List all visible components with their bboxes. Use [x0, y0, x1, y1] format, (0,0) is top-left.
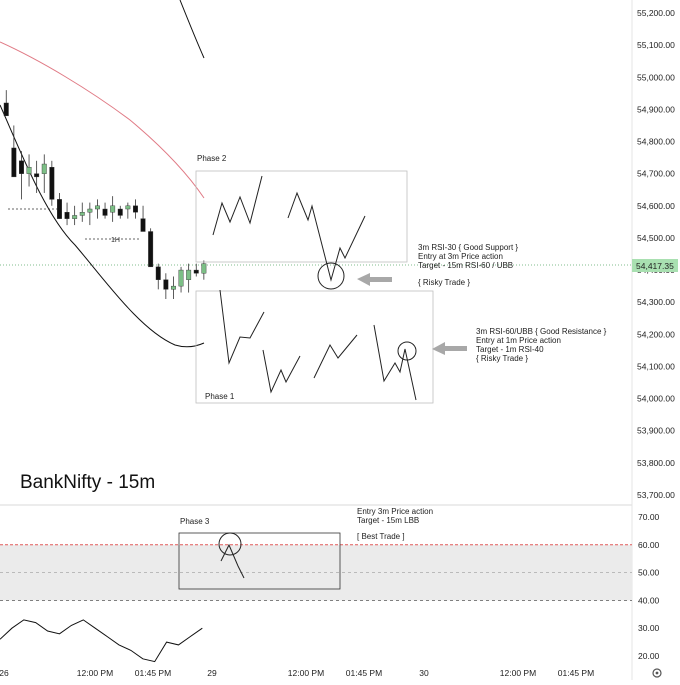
rsi-tick-label: 70.00 — [638, 512, 660, 522]
rsi-tick-label: 30.00 — [638, 623, 660, 633]
phase1-label: Phase 1 — [205, 392, 235, 401]
candle-body — [117, 208, 123, 216]
phase3-path — [220, 543, 245, 579]
price-tick-label: 55,200.00 — [637, 8, 675, 18]
price-tick-label: 54,100.00 — [637, 361, 675, 371]
arrow-left-1 — [357, 273, 392, 286]
candle-body — [64, 212, 70, 219]
rsi-line — [0, 619, 203, 663]
note2-line2: Entry at 1m Price action — [476, 336, 561, 345]
price-tick-label: 53,800.00 — [637, 458, 675, 468]
candle-body — [186, 269, 192, 280]
time-tick-label: 30 — [419, 668, 429, 678]
price-tick-label: 53,900.00 — [637, 426, 675, 436]
time-tick-label: 26 — [0, 668, 9, 678]
note2-line4: { Risky Trade } — [476, 354, 528, 363]
note3-line2: Target - 15m LBB — [357, 516, 419, 525]
rsi-tick-label: 60.00 — [638, 540, 660, 550]
candle-body — [193, 269, 199, 274]
time-tick-label: 12:00 PM — [77, 668, 113, 678]
rsi-tick-label: 50.00 — [638, 568, 660, 578]
candle-body — [41, 163, 47, 174]
candle-body — [102, 208, 108, 216]
time-tick-label: 01:45 PM — [135, 668, 171, 678]
candle-body — [3, 102, 9, 117]
phase1-zigzag-2 — [262, 349, 301, 394]
time-tick-label: 12:00 PM — [500, 668, 536, 678]
candle-body — [34, 173, 40, 178]
chart-title: BankNifty - 15m — [20, 472, 155, 493]
price-tick-label: 54,500.00 — [637, 233, 675, 243]
candle-body — [11, 147, 17, 178]
price-tick-label: 54,800.00 — [637, 137, 675, 147]
candle-body — [125, 205, 131, 210]
note2-line3: Target - 1m RSI-40 — [476, 345, 544, 354]
price-tick-label: 54,600.00 — [637, 201, 675, 211]
time-tick-label: 29 — [207, 668, 217, 678]
candle-body — [110, 205, 116, 213]
price-tick-label: 54,200.00 — [637, 329, 675, 339]
candle-body — [79, 212, 85, 216]
note1-line3: Target - 15m RSI-60 / UBB — [418, 261, 513, 270]
entry-circle-1 — [317, 262, 345, 290]
moving-average-line — [0, 41, 205, 199]
note3-line1: Entry 3m Price action — [357, 507, 433, 516]
candle-body — [132, 205, 138, 213]
price-tick-label: 55,000.00 — [637, 72, 675, 82]
time-tick-label: 01:45 PM — [558, 668, 594, 678]
candle-body — [140, 218, 146, 232]
candle-body — [201, 263, 207, 274]
candle-body — [148, 231, 154, 268]
candle-body — [94, 205, 100, 210]
best-trade: [ Best Trade ] — [357, 532, 405, 541]
candle-body — [178, 269, 184, 287]
time-tick-label: 12:00 PM — [288, 668, 324, 678]
candle-body — [19, 160, 24, 174]
rsi-band-fill — [0, 544, 632, 601]
upper-band-line — [179, 0, 205, 59]
price-tick-label: 54,700.00 — [637, 169, 675, 179]
candle-body — [163, 279, 169, 290]
last-price-badge — [632, 259, 678, 272]
price-tick-label: 55,100.00 — [637, 40, 675, 50]
phase1-zigzag-4 — [373, 324, 417, 401]
phase3-box — [178, 532, 341, 590]
gear-icon[interactable] — [652, 668, 662, 678]
entry-circle-2 — [397, 341, 417, 361]
candle-body — [155, 266, 161, 280]
rsi-tick-label: 20.00 — [638, 651, 660, 661]
last-price-label: 54,417.35 — [636, 261, 674, 271]
h1-label: 1H — [111, 237, 120, 244]
candle-body — [57, 199, 62, 219]
phase2-zigzag-2 — [287, 191, 366, 282]
phase1-box — [195, 290, 434, 404]
arrow-left-2 — [432, 342, 467, 355]
candle-body — [26, 167, 32, 174]
risky-trade-1: { Risky Trade } — [418, 278, 470, 287]
candle-body — [170, 285, 176, 290]
lower-band-line — [0, 104, 205, 348]
candle-body — [72, 215, 78, 219]
price-tick-label: 54,300.00 — [637, 297, 675, 307]
price-tick-label: 54,900.00 — [637, 104, 675, 114]
entry-circle-3 — [218, 532, 242, 556]
phase3-label: Phase 3 — [180, 517, 210, 526]
phase1-zigzag-3 — [313, 334, 358, 379]
time-tick-label: 01:45 PM — [346, 668, 382, 678]
phase2-box — [195, 170, 408, 263]
phase1-zigzag-1 — [219, 289, 265, 365]
price-tick-label: 53,700.00 — [637, 490, 675, 500]
note1-line2: Entry at 3m Price action — [418, 252, 503, 261]
price-tick-label: 54,000.00 — [637, 394, 675, 404]
note1-line1: 3m RSI-30 { Good Support } — [418, 243, 518, 252]
phase2-label: Phase 2 — [197, 154, 227, 163]
note2-line1: 3m RSI-60/UBB { Good Resistance } — [476, 327, 607, 336]
phase2-zigzag-1 — [212, 175, 263, 236]
candle-body — [87, 208, 93, 213]
rsi-tick-label: 40.00 — [638, 595, 660, 605]
candle-body — [49, 167, 55, 200]
